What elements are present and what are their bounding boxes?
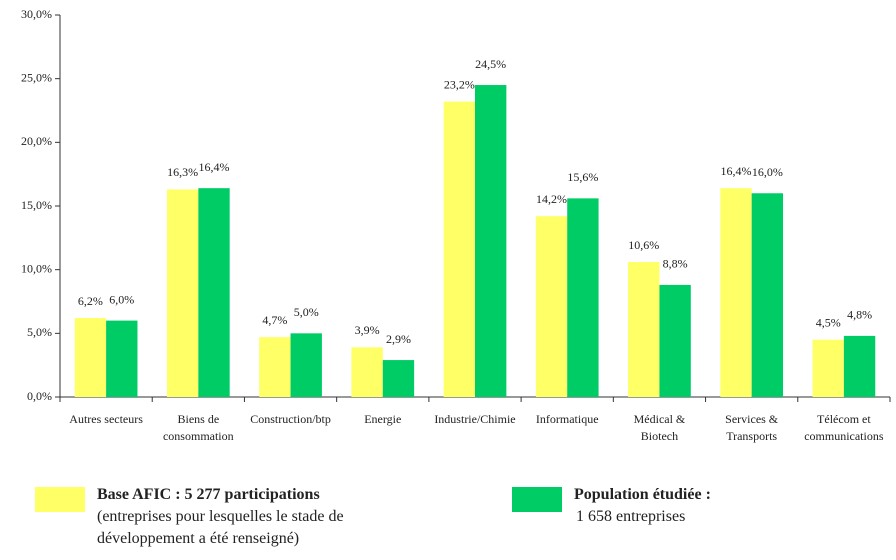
bar (628, 262, 660, 397)
legend-note: 1 658 entreprises (576, 508, 686, 525)
y-tick-label: 0,0% (27, 389, 52, 403)
bar (74, 318, 107, 397)
bar (475, 85, 507, 398)
y-tick-label: 20,0% (21, 134, 52, 148)
y-tick-label: 30,0% (21, 7, 52, 21)
legend-label: Population étudiée : (574, 486, 711, 503)
legend-note: développement a été renseigné) (97, 530, 300, 547)
value-label: 4,8% (847, 308, 872, 322)
value-label: 14,2% (536, 192, 567, 206)
y-tick-label: 25,0% (21, 70, 52, 84)
bar (351, 347, 383, 397)
bar (567, 198, 599, 397)
bar (751, 193, 784, 397)
value-label: 6,2% (78, 294, 103, 308)
value-label: 15,6% (567, 170, 598, 184)
x-tick-label: Médical & Biotech (633, 412, 686, 443)
bar (166, 189, 199, 397)
value-label: 23,2% (444, 77, 475, 91)
x-tick-label: Autres secteurs (69, 412, 143, 426)
y-tick-label: 15,0% (21, 198, 52, 212)
value-label: 4,7% (262, 313, 287, 327)
legend-entry: Population étudiée : 1 658 entreprises (574, 484, 711, 528)
bar (720, 188, 752, 397)
bar (443, 101, 475, 397)
value-label: 16,0% (752, 165, 783, 179)
y-tick-label: 10,0% (21, 261, 52, 275)
bar (382, 360, 415, 397)
bar (843, 335, 876, 397)
value-label: 6,0% (109, 292, 134, 306)
value-label: 10,6% (628, 238, 659, 252)
value-label: 8,8% (663, 257, 688, 271)
bar (812, 339, 844, 397)
bar (198, 188, 230, 397)
bar (535, 216, 568, 397)
value-label: 24,5% (475, 57, 506, 71)
bar (259, 337, 291, 397)
value-label: 2,9% (386, 332, 411, 346)
value-label: 16,4% (199, 160, 230, 174)
value-label: 4,5% (816, 315, 841, 329)
bar (290, 333, 322, 397)
bar (106, 320, 138, 397)
legend-note: (entreprises pour lesquelles le stade de (97, 508, 344, 525)
legend-swatch (35, 487, 85, 512)
legend-entry: Base AFIC : 5 277 participations (entrepr… (97, 484, 344, 550)
value-label: 3,9% (355, 323, 380, 337)
x-tick-label: Construction/btp (250, 412, 331, 426)
legend-label: Base AFIC : 5 277 participations (97, 486, 320, 503)
bar (659, 284, 691, 397)
value-label: 16,3% (167, 165, 198, 179)
x-tick-label: Biens de consommation (162, 412, 234, 443)
x-tick-label: Services & Transports (725, 412, 779, 443)
y-tick-label: 5,0% (27, 325, 52, 339)
x-tick-label: Télécom et communications (804, 412, 884, 443)
x-tick-label: Informatique (535, 412, 599, 426)
legend-swatch (512, 487, 562, 512)
value-label: 16,4% (720, 164, 751, 178)
x-tick-label: Energie (364, 412, 402, 426)
x-tick-label: Industrie/Chimie (434, 412, 516, 426)
value-label: 5,0% (294, 305, 319, 319)
